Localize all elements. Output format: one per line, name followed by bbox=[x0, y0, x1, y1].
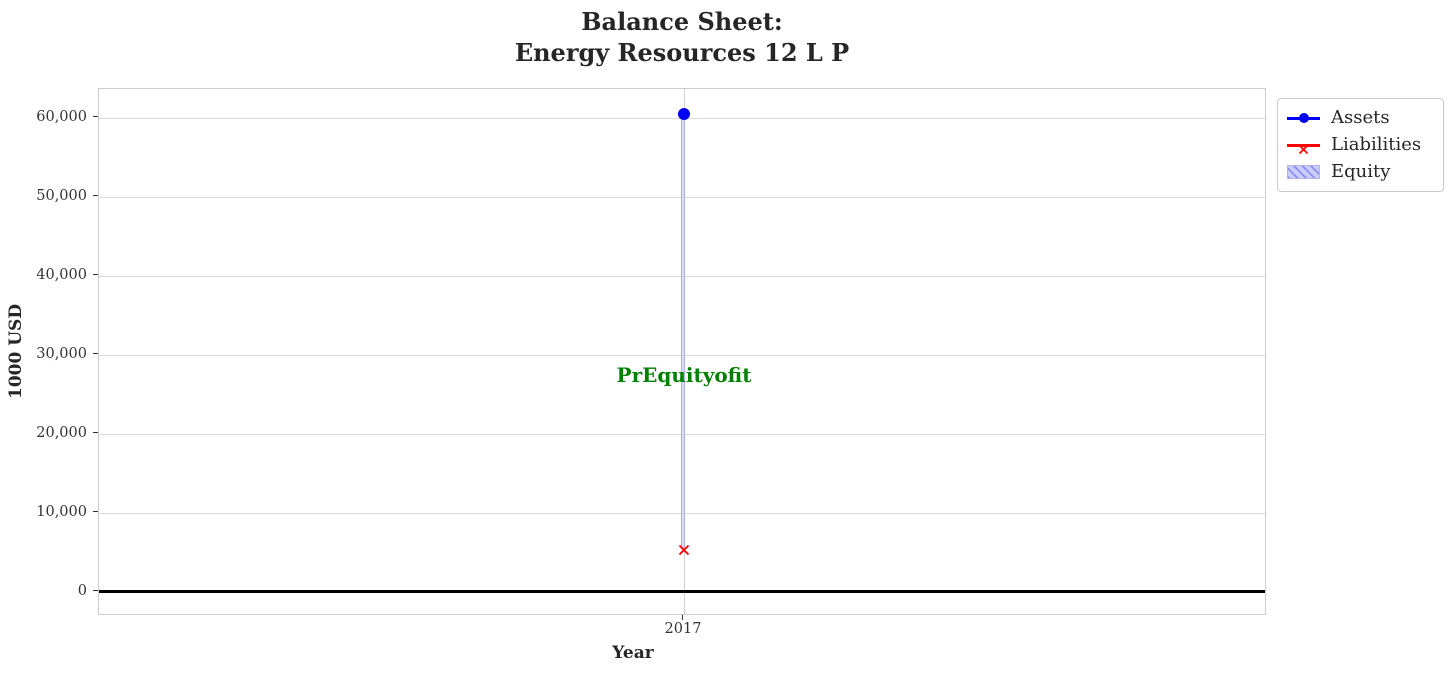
legend-item-liabilities: Liabilities bbox=[1287, 132, 1434, 158]
liabilities-line-icon bbox=[1287, 143, 1320, 147]
legend-item-assets: Assets bbox=[1287, 105, 1434, 131]
liabilities-x-icon bbox=[1298, 140, 1309, 159]
legend-item-equity: Equity bbox=[1287, 159, 1434, 185]
legend-label-equity: Equity bbox=[1331, 161, 1391, 182]
assets-dot-icon bbox=[1298, 113, 1309, 123]
ytick-label-40000: 40,000 bbox=[36, 267, 87, 283]
xtick-label-2017: 2017 bbox=[664, 621, 702, 637]
ytick-mark-60000 bbox=[93, 116, 98, 118]
ytick-mark-20000 bbox=[93, 432, 98, 434]
ytick-label-30000: 30,000 bbox=[36, 346, 87, 362]
ytick-label-0: 0 bbox=[77, 583, 87, 599]
legend-label-assets: Assets bbox=[1331, 107, 1390, 128]
equity-hatched-patch-icon bbox=[1287, 165, 1320, 179]
ytick-label-10000: 10,000 bbox=[36, 504, 87, 520]
liabilities-legend-swatch bbox=[1287, 137, 1320, 154]
ytick-mark-40000 bbox=[93, 274, 98, 276]
x-marker-icon bbox=[678, 544, 690, 556]
legend: Assets Liabilities Equity bbox=[1277, 98, 1444, 192]
zero-baseline bbox=[99, 590, 1265, 593]
equity-annotation: PrEquityofit bbox=[616, 363, 752, 387]
ytick-mark-50000 bbox=[93, 195, 98, 197]
assets-legend-swatch bbox=[1287, 110, 1320, 126]
legend-label-liabilities: Liabilities bbox=[1331, 134, 1422, 155]
ytick-mark-30000 bbox=[93, 353, 98, 355]
ytick-mark-0 bbox=[93, 590, 98, 592]
chart-title: Balance Sheet: Energy Resources 12 L P bbox=[98, 6, 1266, 68]
xtick-mark-2017 bbox=[682, 615, 684, 620]
liabilities-data-point bbox=[677, 542, 691, 556]
ytick-label-50000: 50,000 bbox=[36, 188, 87, 204]
x-axis-label: Year bbox=[612, 643, 654, 663]
assets-data-point bbox=[678, 108, 690, 120]
equity-legend-swatch bbox=[1287, 164, 1320, 180]
plot-area: PrEquityofit bbox=[98, 88, 1266, 615]
ytick-label-60000: 60,000 bbox=[36, 109, 87, 125]
equity-bar bbox=[681, 116, 685, 549]
ytick-mark-10000 bbox=[93, 511, 98, 513]
ytick-label-20000: 20,000 bbox=[36, 425, 87, 441]
chart-title-line1: Balance Sheet: bbox=[581, 7, 783, 36]
chart-title-line2: Energy Resources 12 L P bbox=[514, 38, 850, 67]
